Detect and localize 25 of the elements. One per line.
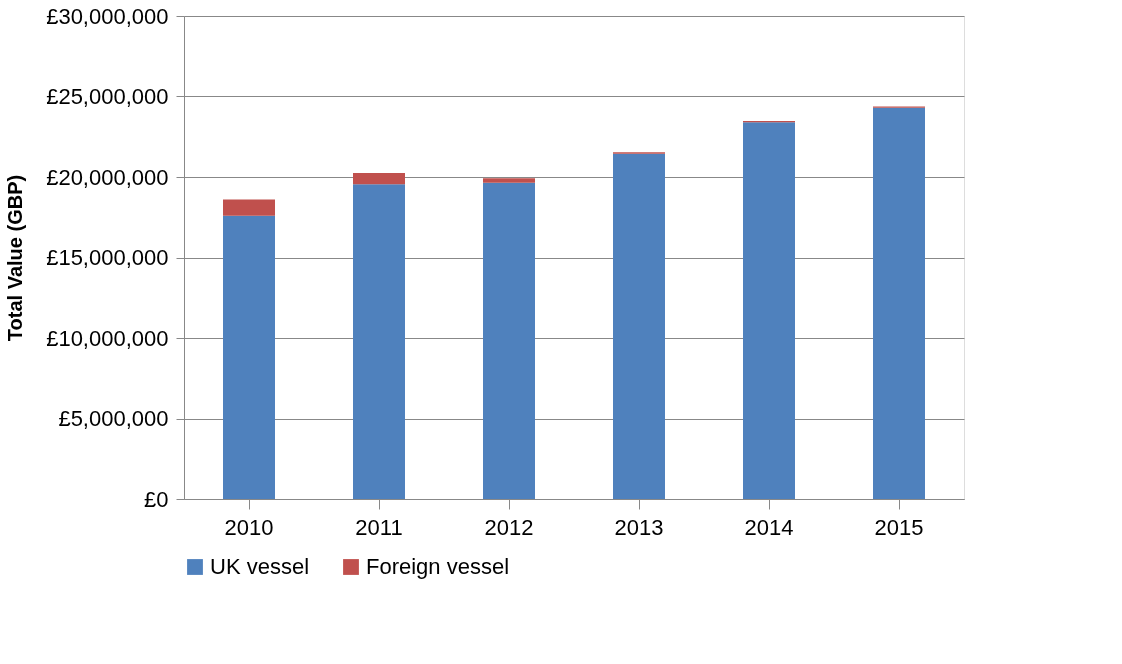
x-tick-label: 2013 [614, 514, 664, 540]
legend-label: Foreign vessel [366, 554, 510, 579]
bar [223, 199, 275, 216]
bar [353, 184, 405, 499]
bar [873, 107, 925, 499]
y-tick-label: £5,000,000 [58, 406, 169, 431]
bar [613, 153, 665, 499]
y-tick-label: £15,000,000 [46, 245, 169, 270]
bar [353, 172, 405, 185]
y-axis-title: Total Value (GBP) [4, 174, 27, 342]
bar [743, 122, 795, 499]
bar [483, 182, 535, 499]
bar [483, 178, 535, 183]
y-tick-label: £10,000,000 [46, 325, 169, 351]
y-tick-label: £25,000,000 [46, 84, 169, 109]
x-tick-label: 2014 [744, 514, 794, 540]
x-tick-label: 2015 [874, 514, 924, 540]
y-tick-label: £30,000,000 [46, 3, 169, 29]
bar [223, 215, 275, 499]
x-tick-label: 2010 [224, 514, 274, 540]
y-tick-label: £20,000,000 [46, 164, 169, 190]
x-tick-label: 2011 [355, 514, 403, 540]
y-tick-label: £0 [144, 486, 169, 512]
legend-label: UK vessel [210, 554, 310, 579]
x-tick-label: 2012 [484, 514, 534, 540]
